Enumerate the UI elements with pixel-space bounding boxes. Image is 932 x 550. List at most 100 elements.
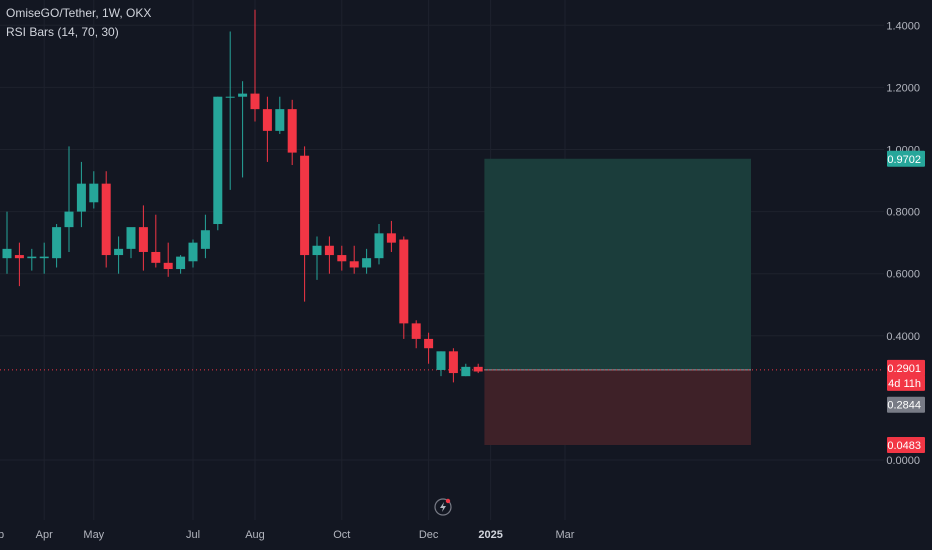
candle-body (349, 261, 359, 268)
candle (424, 332, 434, 364)
candle (300, 146, 310, 302)
y-tick-label: 0.8000 (886, 207, 920, 219)
lightning-icon-bolt (440, 502, 446, 512)
y-tick-label: 0.0000 (886, 455, 920, 467)
x-tick-label: Oct (333, 529, 350, 541)
lightning-icon[interactable] (434, 498, 452, 516)
candle-body (101, 183, 111, 256)
candle-body (399, 239, 409, 324)
candle-body (163, 262, 173, 270)
price-tag-bg (887, 150, 925, 167)
x-tick-label: Apr (36, 529, 53, 541)
price-tag-stop: 0.0483 (887, 437, 925, 454)
candle (14, 242, 24, 287)
candle (200, 214, 210, 259)
candle-body (64, 211, 74, 228)
candle-body (89, 183, 99, 203)
candle-body (386, 233, 396, 243)
x-tick-label: Aug (245, 529, 265, 541)
candle-body (225, 96, 235, 98)
candle (2, 211, 12, 274)
candle (337, 245, 347, 271)
candle (76, 161, 86, 228)
price-tag-label: 0.2844 (887, 400, 921, 412)
candle-body (200, 230, 210, 249)
candle-body (287, 109, 297, 153)
candle (213, 96, 223, 231)
candle-body (300, 155, 310, 256)
candle-body (39, 256, 49, 259)
candle-body (138, 227, 148, 252)
candle-body (262, 109, 272, 131)
candle-body (424, 338, 434, 349)
candle (126, 227, 136, 259)
y-tick-label: 1.2000 (886, 82, 920, 94)
price-tag-bg (887, 437, 925, 454)
y-tick-label: 0.6000 (886, 269, 920, 281)
candle (448, 348, 458, 383)
candle (101, 171, 111, 268)
candle-body (114, 248, 124, 256)
price-tags: 0.9702 0.2901 4d 11h 0.2844 0.0483 (887, 150, 925, 454)
candle (39, 242, 49, 274)
lightning-icon-ring (434, 498, 452, 516)
x-tick-label: 2025 (478, 529, 502, 541)
candle-body (312, 245, 322, 256)
candle-body (27, 256, 37, 259)
candle-body (461, 366, 471, 377)
candle-body (324, 245, 334, 256)
lightning-icon-dot (445, 498, 451, 504)
price-tag-label: 0.2901 (887, 363, 921, 375)
candle-body (151, 251, 161, 263)
loss-zone (484, 369, 751, 446)
candle (225, 31, 235, 190)
candle (250, 9, 260, 122)
candle-body (448, 351, 458, 374)
candle-body (188, 242, 198, 262)
candle-body (2, 248, 12, 259)
chart-legend: OmiseGO/Tether, 1W, OKX RSI Bars (14, 70… (6, 4, 151, 42)
candle (27, 248, 37, 271)
candle-body (213, 96, 223, 225)
candle (114, 236, 124, 274)
candle (362, 248, 372, 274)
candle-body (436, 351, 446, 370)
candle (262, 96, 272, 162)
candles (2, 9, 483, 383)
candle-body (275, 109, 285, 131)
candle (89, 171, 99, 209)
candle-body (238, 93, 248, 97)
price-tag-label: 0.9702 (887, 154, 921, 166)
candle (52, 224, 62, 268)
candle (238, 81, 248, 178)
candle-body (374, 233, 384, 259)
candle (275, 96, 285, 134)
candle (399, 236, 409, 339)
candle (411, 320, 421, 349)
price-tag-label: 4d 11h (888, 378, 921, 390)
candle-body (126, 227, 136, 249)
x-tick-label: Jul (186, 529, 200, 541)
candle (461, 363, 471, 377)
x-tick-label: Feb (0, 529, 4, 541)
candle (151, 214, 161, 268)
candle (312, 236, 322, 280)
price-tag-entry: 0.2844 (887, 396, 925, 413)
candle (473, 363, 483, 374)
candle-body (176, 256, 186, 270)
price-tag-bg (887, 374, 925, 391)
x-tick-label: May (83, 529, 104, 541)
candle-body (250, 93, 260, 110)
candle-body (411, 323, 421, 339)
candle-body (337, 255, 347, 262)
x-axis: 2024FebAprMayJulAugOctDec2025Mar (0, 529, 575, 541)
candle (374, 224, 384, 265)
candle (386, 220, 396, 252)
candle (436, 351, 446, 377)
symbol-title[interactable]: OmiseGO/Tether, 1W, OKX (6, 6, 152, 20)
price-tag-bg (887, 396, 925, 413)
indicator-label[interactable]: RSI Bars (14, 70, 30) (6, 25, 119, 39)
x-tick-label: Mar (556, 529, 575, 541)
